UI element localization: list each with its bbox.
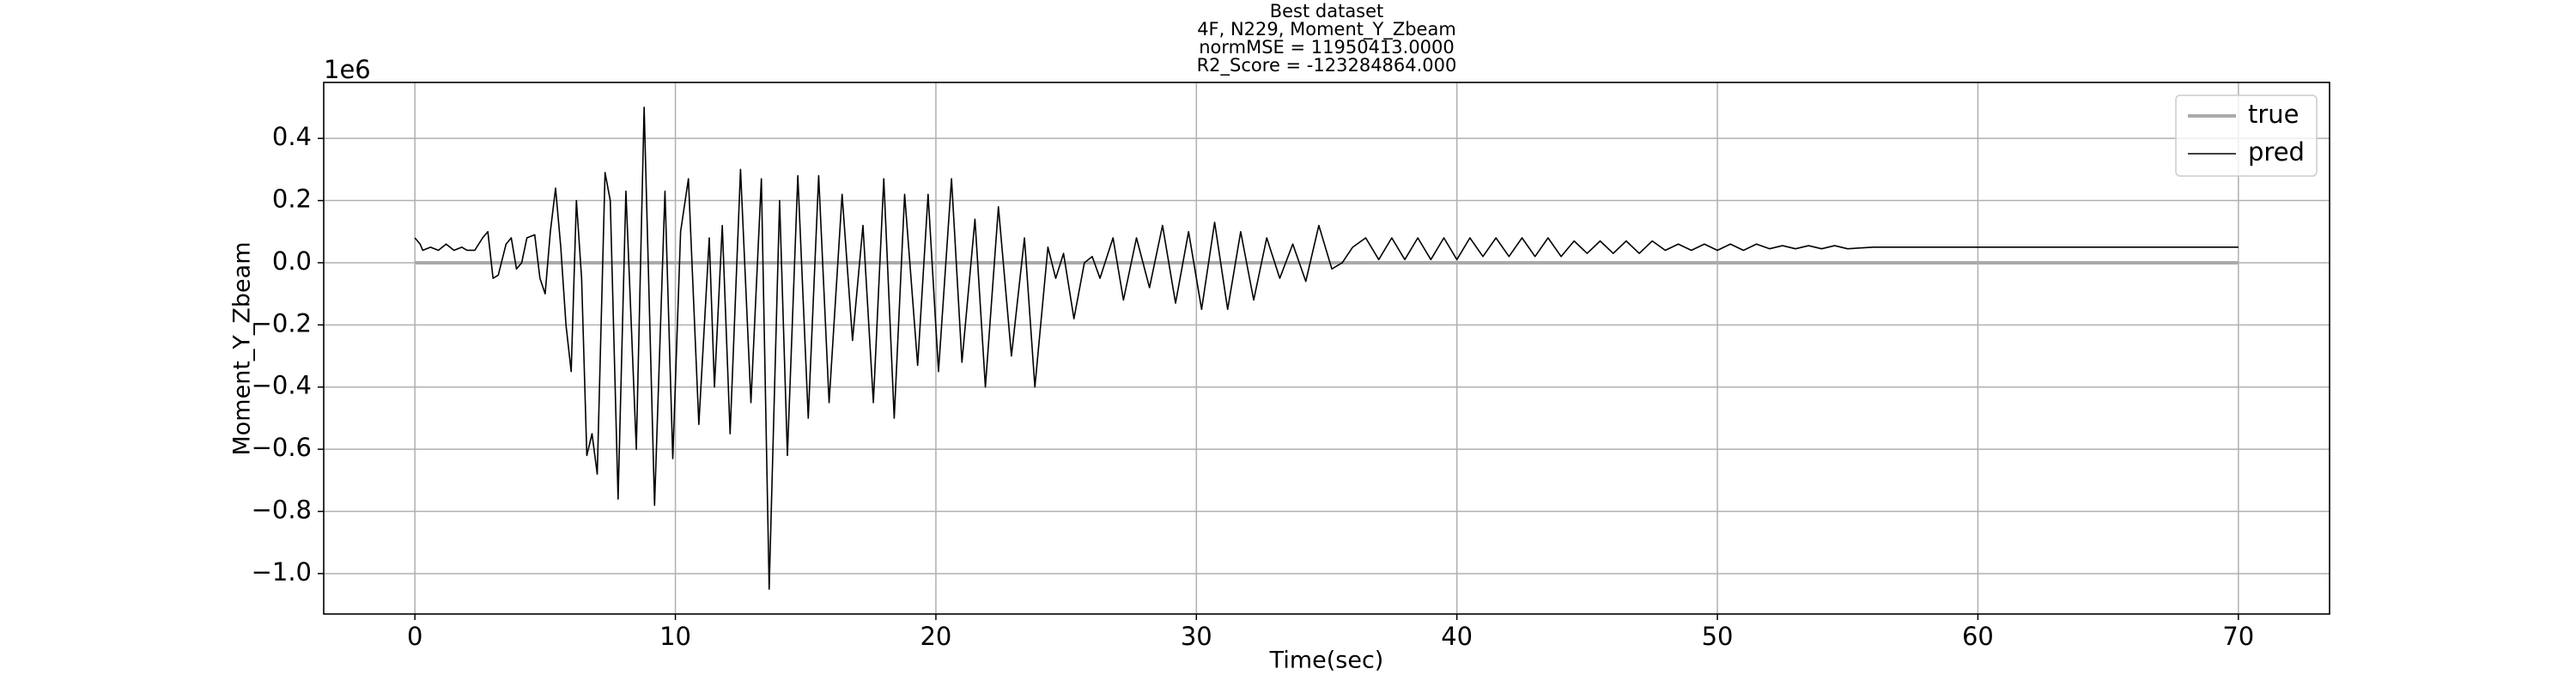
legend-label: true xyxy=(2248,100,2300,129)
chart-title: normMSE = 11950413.0000 xyxy=(1199,37,1455,58)
x-tick-label: 40 xyxy=(1441,622,1473,651)
x-tick-label: 30 xyxy=(1181,622,1212,651)
x-tick-label: 0 xyxy=(407,622,422,651)
y-tick-label: 0.0 xyxy=(272,246,312,276)
y-tick-label: 0.2 xyxy=(272,185,312,214)
y-tick-label: 0.4 xyxy=(272,122,312,151)
x-tick-label: 50 xyxy=(1702,622,1734,651)
y-tick-label: −0.6 xyxy=(252,433,312,462)
x-axis-label: Time(sec) xyxy=(1269,647,1384,674)
y-offset-label: 1e6 xyxy=(324,55,371,84)
y-axis-label: Moment_Y_Zbeam xyxy=(229,241,256,455)
chart-title: R2_Score = -123284864.000 xyxy=(1197,55,1457,76)
axes-frame xyxy=(323,82,2330,615)
x-tick-label: 20 xyxy=(920,622,951,651)
chart-title: 4F, N229, Moment_Y_Zbeam xyxy=(1197,19,1456,40)
y-tick-label: −0.2 xyxy=(252,308,312,337)
y-tick-label: −1.0 xyxy=(252,557,312,587)
y-tick-label: −0.8 xyxy=(252,495,312,525)
x-tick-label: 10 xyxy=(659,622,691,651)
x-tick-label: 60 xyxy=(1962,622,1994,651)
legend-label: pred xyxy=(2248,137,2305,167)
series-line xyxy=(414,106,2239,590)
chart-title: Best dataset xyxy=(1270,1,1384,21)
y-tick-label: −0.4 xyxy=(252,371,312,400)
x-tick-label: 70 xyxy=(2222,622,2254,651)
